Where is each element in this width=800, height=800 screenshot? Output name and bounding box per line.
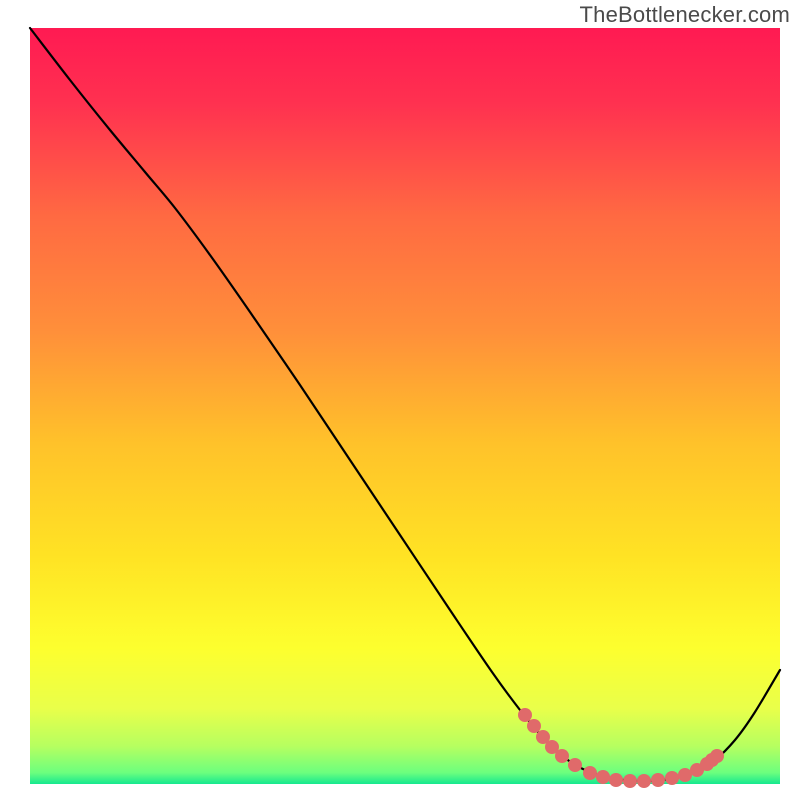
bottleneck-chart (0, 0, 800, 800)
marker-dot (678, 768, 692, 782)
marker-dot (651, 773, 665, 787)
marker-dot (609, 773, 623, 787)
chart-stage: TheBottlenecker.com (0, 0, 800, 800)
marker-dot (710, 749, 724, 763)
marker-dot (518, 708, 532, 722)
marker-dot (568, 758, 582, 772)
marker-dot (583, 766, 597, 780)
marker-dot (665, 771, 679, 785)
marker-dot (623, 774, 637, 788)
marker-dot (555, 749, 569, 763)
plot-background (30, 28, 780, 784)
marker-dot (527, 719, 541, 733)
marker-dot (637, 774, 651, 788)
marker-dot (596, 770, 610, 784)
